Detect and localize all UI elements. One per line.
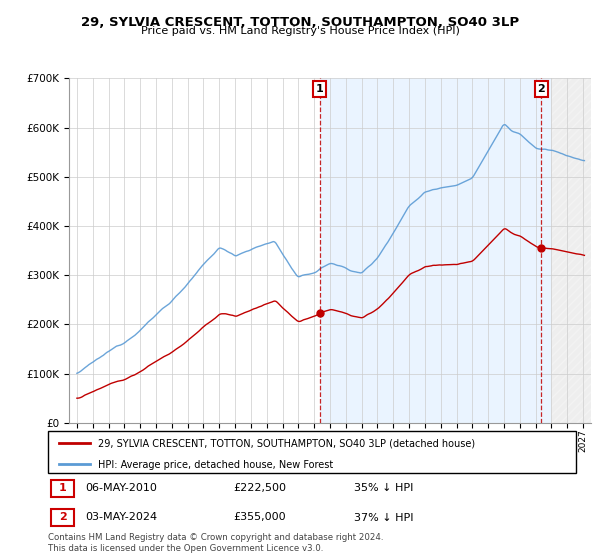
Text: 29, SYLVIA CRESCENT, TOTTON, SOUTHAMPTON, SO40 3LP (detached house): 29, SYLVIA CRESCENT, TOTTON, SOUTHAMPTON… — [98, 438, 475, 449]
Text: 1: 1 — [316, 84, 323, 94]
Text: £355,000: £355,000 — [233, 512, 286, 522]
Text: 06-MAY-2010: 06-MAY-2010 — [85, 483, 157, 493]
Text: Contains HM Land Registry data © Crown copyright and database right 2024.
This d: Contains HM Land Registry data © Crown c… — [48, 533, 383, 553]
FancyBboxPatch shape — [50, 509, 74, 526]
FancyBboxPatch shape — [48, 431, 576, 473]
Bar — [551, 78, 591, 423]
Bar — [320, 78, 551, 423]
Text: 1: 1 — [59, 483, 67, 493]
Text: 29, SYLVIA CRESCENT, TOTTON, SOUTHAMPTON, SO40 3LP: 29, SYLVIA CRESCENT, TOTTON, SOUTHAMPTON… — [81, 16, 519, 29]
Text: 03-MAY-2024: 03-MAY-2024 — [85, 512, 157, 522]
Text: 37% ↓ HPI: 37% ↓ HPI — [354, 512, 414, 522]
Text: £222,500: £222,500 — [233, 483, 286, 493]
FancyBboxPatch shape — [50, 480, 74, 497]
Text: 35% ↓ HPI: 35% ↓ HPI — [354, 483, 413, 493]
Text: Price paid vs. HM Land Registry's House Price Index (HPI): Price paid vs. HM Land Registry's House … — [140, 26, 460, 36]
Text: 2: 2 — [537, 84, 545, 94]
Bar — [551, 78, 591, 423]
Text: 2: 2 — [59, 512, 67, 522]
Text: HPI: Average price, detached house, New Forest: HPI: Average price, detached house, New … — [98, 460, 334, 470]
